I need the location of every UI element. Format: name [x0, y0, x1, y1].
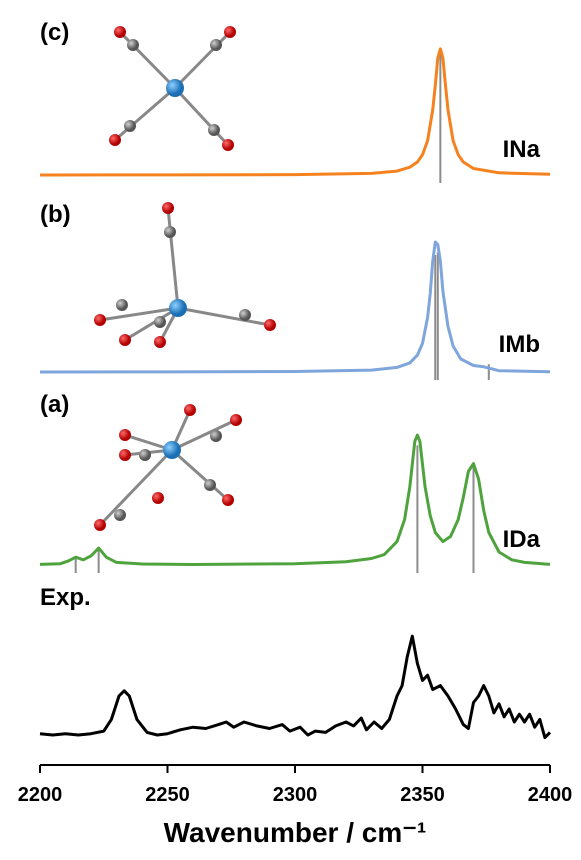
x-axis-title: Wavenumber / cm⁻¹: [164, 817, 427, 848]
spectrum-line: [40, 49, 550, 175]
series-name: IDa: [503, 526, 541, 553]
x-tick-label: 2200: [18, 784, 63, 806]
spectrum-line: [40, 636, 550, 737]
molecule-c: [109, 26, 236, 151]
molecule-b: [94, 202, 276, 348]
series-name: IMb: [499, 331, 540, 358]
chart: (c) INa (b) IMb (a) IDa Exp. 2200 2250 2300 2350 24…: [0, 0, 581, 855]
panel-label: Exp.: [40, 584, 91, 611]
series-name: INa: [503, 136, 541, 163]
x-tick-label: 2300: [273, 784, 318, 806]
panel-label: (c): [40, 19, 69, 46]
x-tick-label: 2350: [400, 784, 445, 806]
x-tick-label: 2250: [145, 784, 190, 806]
panel-label: (b): [40, 201, 71, 228]
molecule-a: [94, 404, 242, 531]
x-tick-label: 2400: [528, 784, 573, 806]
panel-label: (a): [40, 391, 69, 418]
